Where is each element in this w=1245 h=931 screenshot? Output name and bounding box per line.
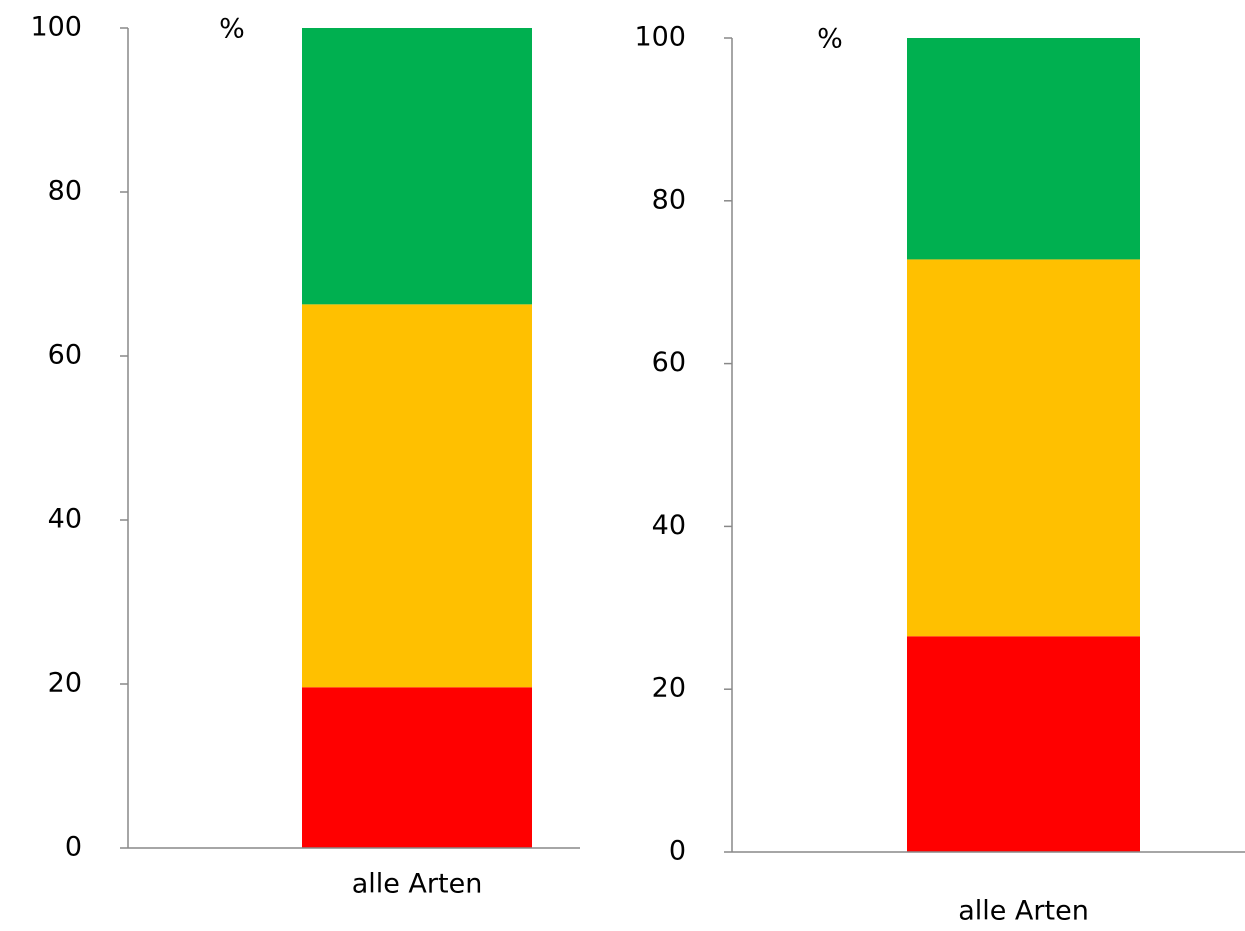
bar-segment <box>907 259 1140 637</box>
y-tick-label: 20 <box>652 673 686 704</box>
bar-segment <box>302 304 532 688</box>
bar-segment <box>907 38 1140 260</box>
y-axis-label: % <box>219 14 245 45</box>
y-tick-label: 40 <box>652 510 686 541</box>
y-axis-label: % <box>817 24 843 55</box>
x-tick-label: alle Arten <box>352 869 483 900</box>
bar-segment <box>907 636 1140 852</box>
x-tick-label: alle Arten <box>958 896 1089 927</box>
y-tick-label: 60 <box>652 347 686 378</box>
bar-segment <box>302 28 532 305</box>
y-tick-label: 100 <box>30 12 82 43</box>
y-tick-label: 100 <box>634 22 686 53</box>
y-tick-label: 20 <box>48 668 82 699</box>
y-tick-label: 80 <box>48 176 82 207</box>
y-tick-label: 40 <box>48 504 82 535</box>
y-tick-label: 60 <box>48 340 82 371</box>
y-tick-label: 0 <box>65 832 82 863</box>
bar-segment <box>302 687 532 848</box>
y-tick-label: 0 <box>669 836 686 867</box>
y-tick-label: 80 <box>652 184 686 215</box>
